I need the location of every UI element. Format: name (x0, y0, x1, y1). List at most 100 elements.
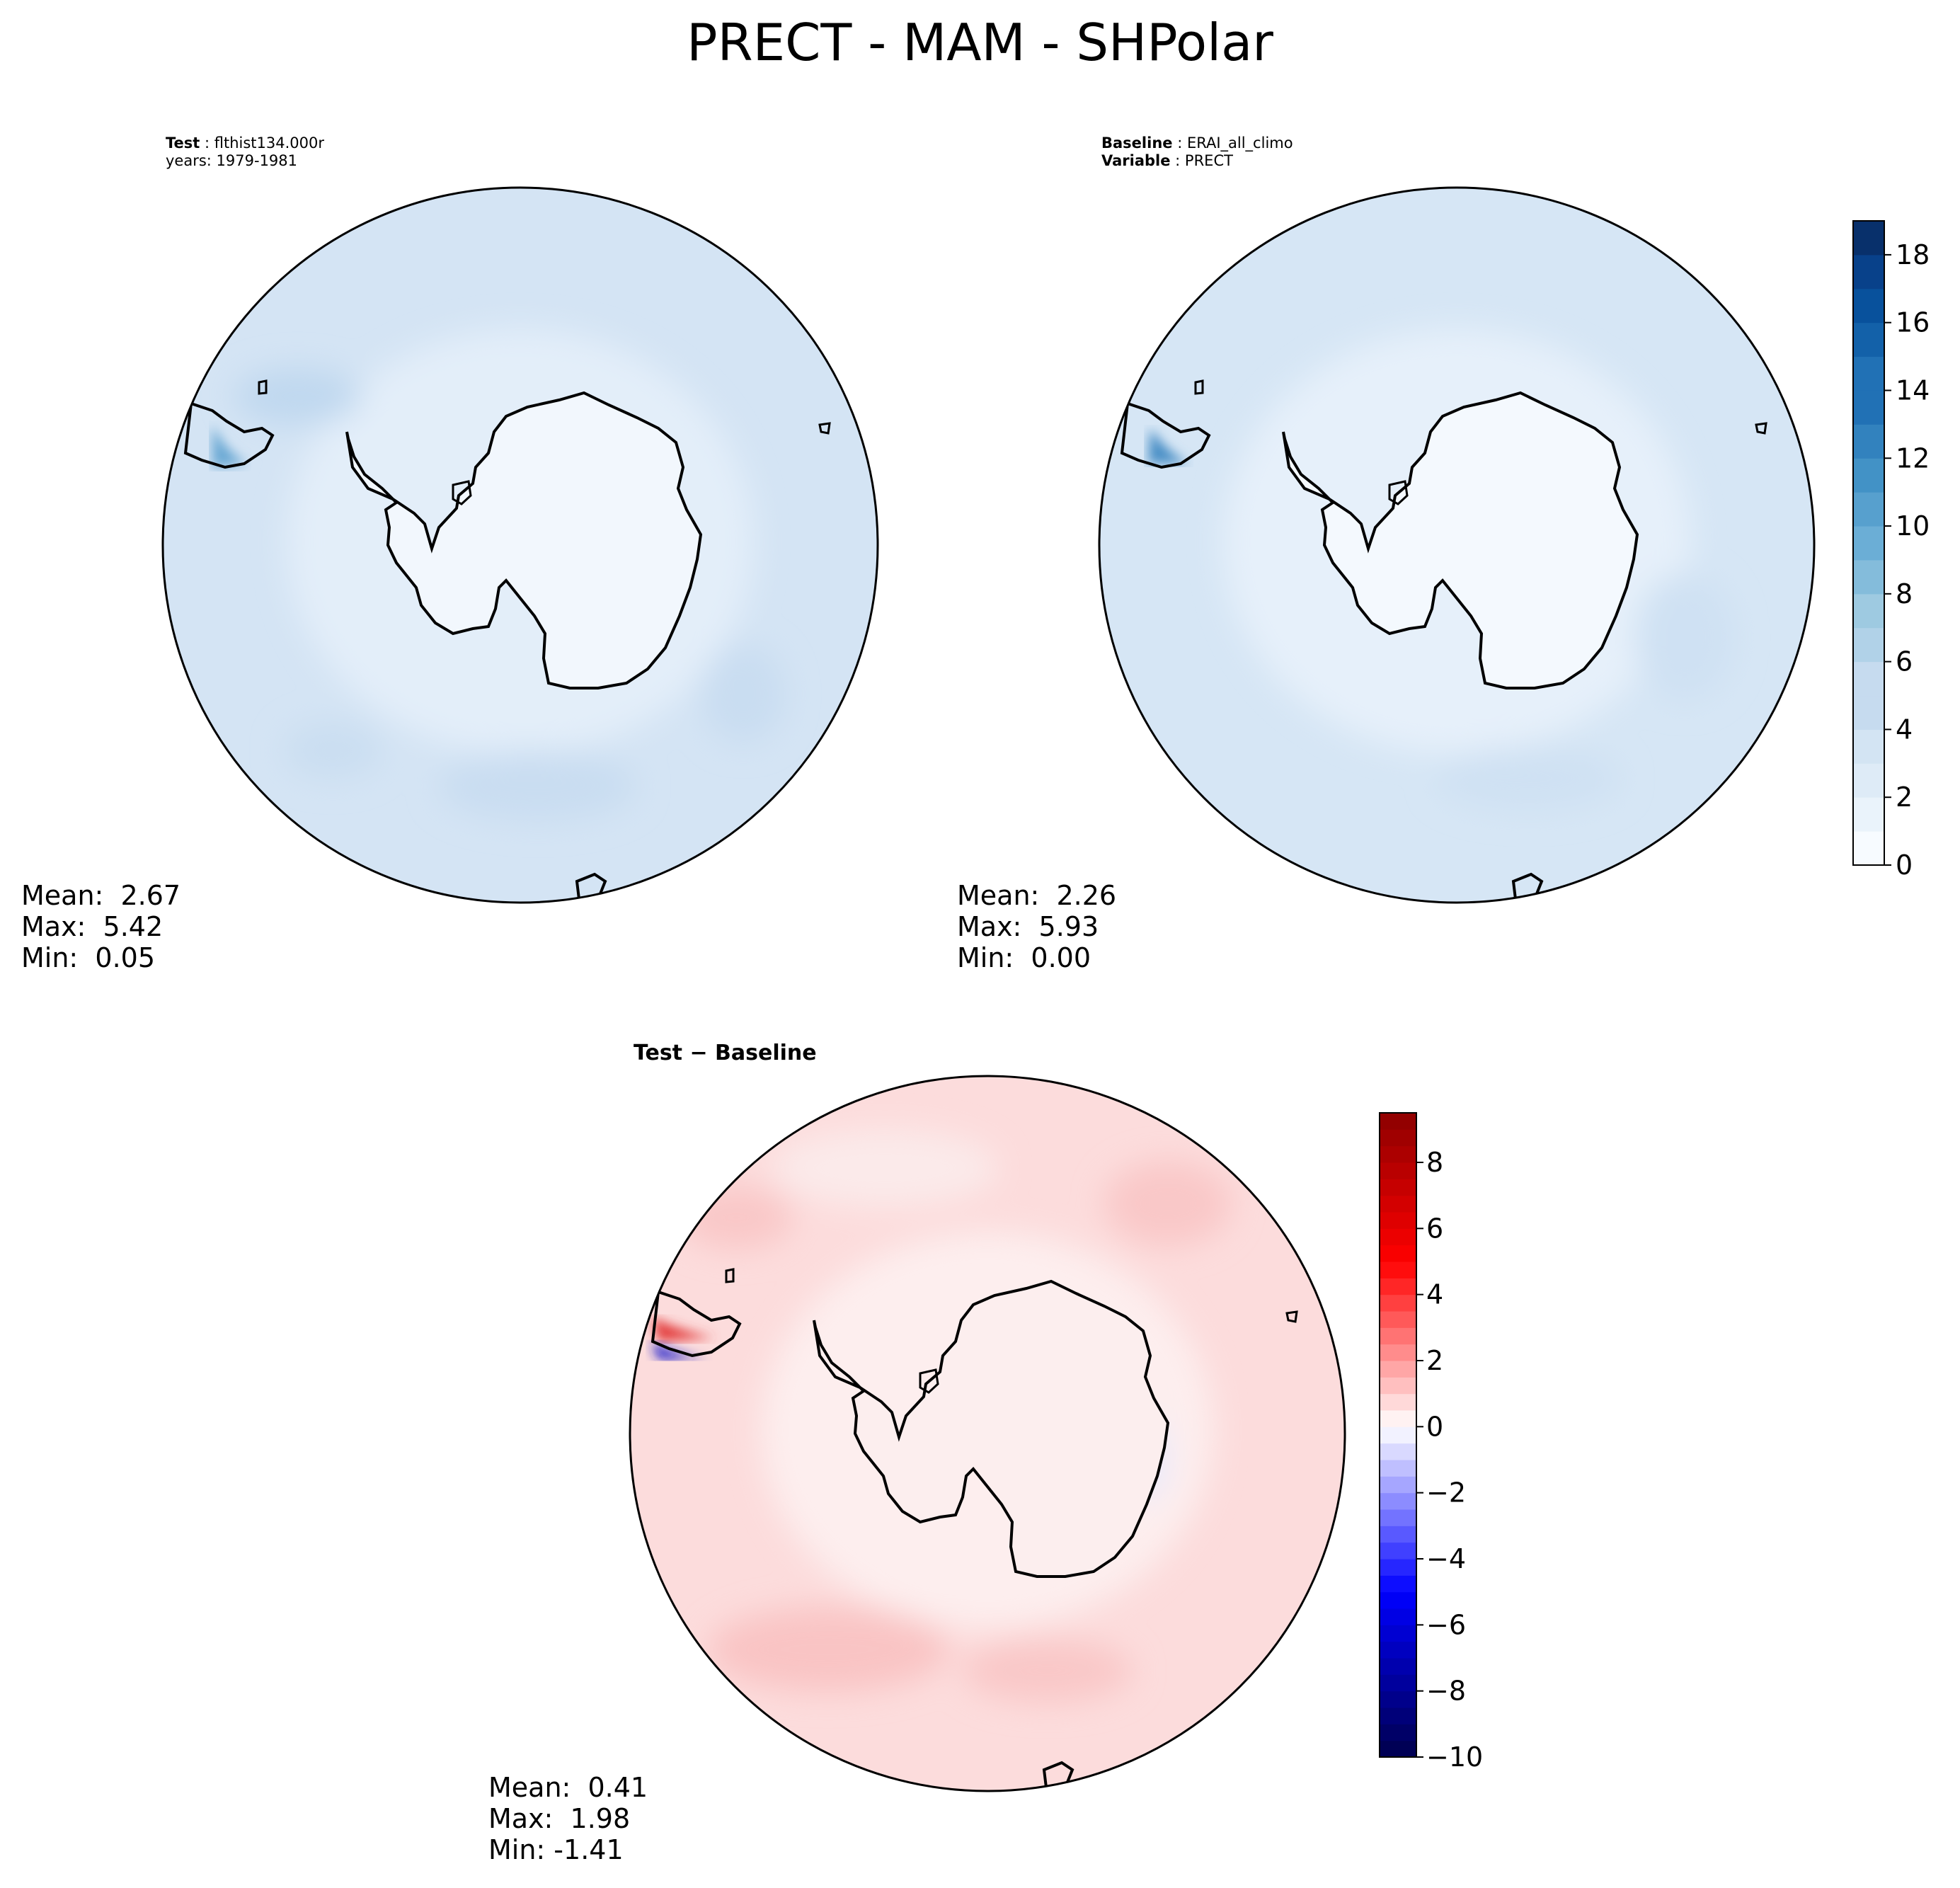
colorbar-segment (1380, 1591, 1416, 1609)
colorbar-segment (1853, 593, 1884, 629)
colorbar-segment (1380, 1129, 1416, 1147)
baseline-header-value: ERAI_all_climo (1186, 135, 1293, 151)
colorbar-segment (1380, 1179, 1416, 1196)
colorbar-tick-label: 0 (1896, 849, 1913, 881)
colorbar-tick-label: 2 (1896, 782, 1913, 813)
test-header-key: Test (166, 135, 200, 151)
baseline-variable-value: PRECT (1184, 152, 1233, 169)
colorbar-segment (1380, 1361, 1416, 1378)
colorbar-segment (1380, 1740, 1416, 1758)
baseline-header-sep: : (1172, 135, 1187, 151)
colorbar-segment (1380, 1344, 1416, 1361)
test-mean: Mean: 2.67 (21, 880, 181, 911)
baseline-header-key: Baseline (1101, 135, 1173, 151)
test-map (161, 186, 879, 904)
diff-colorbar: −10 −8 −6 −4 −2 0 2 4 6 8 (1379, 1112, 1483, 1773)
test-header: Test : flthist134.000r (166, 135, 324, 152)
colorbar-segment (1380, 1311, 1416, 1328)
test-max: Max: 5.42 (21, 911, 164, 942)
colorbar-segment (1380, 1658, 1416, 1675)
figure-title: PRECT - MAM - SHPolar (687, 13, 1273, 72)
diff-max: Max: 1.98 (488, 1803, 631, 1834)
baseline-max: Max: 5.93 (957, 911, 1099, 942)
baseline-variable-key: Variable (1101, 152, 1171, 169)
colorbar-segment (1380, 1426, 1416, 1444)
colorbar-segment (1853, 254, 1884, 290)
colorbar-segment (1380, 1476, 1416, 1494)
colorbar-segment (1380, 1492, 1416, 1510)
colorbar-tick-label: 0 (1426, 1411, 1443, 1442)
colorbar-segment (1380, 1542, 1416, 1560)
test-header-value: flthist134.000r (214, 135, 325, 151)
colorbar-segment (1380, 1377, 1416, 1395)
test-min: Min: 0.05 (21, 942, 155, 973)
baseline-colorbar: 0 2 4 6 8 10 12 14 16 18 (1852, 220, 1930, 881)
colorbar-segment (1380, 1707, 1416, 1724)
colorbar-segment (1853, 356, 1884, 391)
colorbar-tick-label: 8 (1896, 578, 1913, 610)
colorbar-segment (1853, 695, 1884, 730)
colorbar-segment (1380, 1261, 1416, 1278)
colorbar-tick-label: −2 (1426, 1477, 1466, 1509)
diff-min: Min: -1.41 (488, 1834, 624, 1865)
colorbar-segment (1380, 1575, 1416, 1593)
colorbar-tick-label: 14 (1896, 374, 1930, 406)
colorbar-segment (1380, 1625, 1416, 1642)
colorbar-tick-label: 2 (1426, 1345, 1443, 1376)
colorbar-segment (1853, 288, 1884, 324)
colorbar-segment (1380, 1460, 1416, 1477)
diff-map (629, 1075, 1346, 1792)
diff-map-boundary (629, 1075, 1346, 1792)
diff-mean: Mean: 0.41 (488, 1772, 648, 1803)
colorbar-segment (1380, 1509, 1416, 1526)
colorbar-segment (1853, 322, 1884, 357)
baseline-map-boundary (1098, 186, 1816, 904)
colorbar-segment (1853, 458, 1884, 493)
colorbar-tick-label: 12 (1896, 442, 1930, 474)
baseline-variable-sep: : (1170, 152, 1185, 169)
colorbar-segment (1380, 1162, 1416, 1179)
colorbar-segment (1380, 1195, 1416, 1213)
colorbar-segment (1853, 797, 1884, 832)
colorbar-segment (1380, 1559, 1416, 1576)
colorbar-segment (1380, 1674, 1416, 1692)
colorbar-segment (1380, 1690, 1416, 1708)
test-map-boundary (161, 186, 879, 904)
colorbar-segment (1853, 627, 1884, 663)
colorbar-tick-label: 4 (1896, 714, 1913, 745)
colorbar-tick-label: 16 (1896, 307, 1930, 338)
colorbar-segment (1853, 492, 1884, 527)
diff-title: Test − Baseline (634, 1041, 817, 1065)
colorbar-tick-label: −6 (1426, 1609, 1466, 1640)
colorbar-tick-label: 18 (1896, 239, 1930, 270)
colorbar-tick-label: 8 (1426, 1147, 1443, 1178)
colorbar-segment (1853, 424, 1884, 459)
colorbar-tick-label: 4 (1426, 1279, 1443, 1310)
colorbar-segment (1380, 1526, 1416, 1543)
colorbar-tick-label: −4 (1426, 1543, 1466, 1574)
colorbar-segment (1380, 1294, 1416, 1312)
colorbar-segment (1380, 1212, 1416, 1229)
colorbar-segment (1853, 526, 1884, 561)
colorbar-segment (1853, 221, 1884, 256)
baseline-variable: Variable : PRECT (1101, 152, 1233, 170)
test-years: years: 1979-1981 (166, 152, 298, 169)
colorbar-segment (1380, 1278, 1416, 1295)
colorbar-frame (1852, 220, 1885, 866)
colorbar-segment (1380, 1113, 1416, 1130)
baseline-header: Baseline : ERAI_all_climo (1101, 135, 1293, 152)
colorbar-segment (1380, 1327, 1416, 1345)
colorbar-segment (1380, 1724, 1416, 1741)
colorbar-segment (1853, 559, 1884, 595)
colorbar-segment (1380, 1410, 1416, 1427)
colorbar-segment (1853, 831, 1884, 866)
colorbar-tick-label: 6 (1426, 1213, 1443, 1244)
colorbar-segment (1853, 661, 1884, 697)
colorbar-tick-label: 6 (1896, 646, 1913, 677)
colorbar-segment (1380, 1641, 1416, 1659)
colorbar-segment (1853, 390, 1884, 425)
colorbar-segment (1853, 729, 1884, 764)
colorbar-segment (1380, 1608, 1416, 1625)
colorbar-segment (1380, 1393, 1416, 1411)
